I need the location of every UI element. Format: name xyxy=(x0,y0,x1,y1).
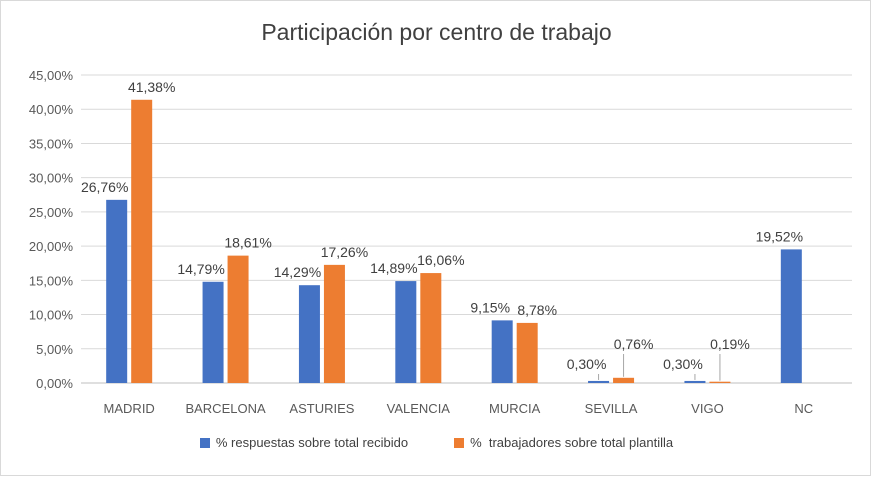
data-label: 18,61% xyxy=(224,235,271,251)
x-tick-label: NC xyxy=(794,401,813,416)
chart-title: Participación por centro de trabajo xyxy=(261,19,612,45)
bar-respuestas xyxy=(395,281,417,383)
x-tick-label: BARCELONA xyxy=(185,401,266,416)
x-tick-label: VALENCIA xyxy=(387,401,451,416)
bar-trabajadores xyxy=(709,381,731,383)
bar-respuestas xyxy=(202,281,224,383)
legend-label-trabajadores: % trabajadores sobre total plantilla xyxy=(470,435,674,450)
data-label: 17,26% xyxy=(321,244,368,260)
y-tick-label: 5,00% xyxy=(36,342,73,357)
data-label: 26,76% xyxy=(81,179,128,195)
y-tick-label: 10,00% xyxy=(29,308,74,323)
data-label: 14,89% xyxy=(370,260,417,276)
legend-swatch-respuestas xyxy=(199,437,210,448)
legend-label-respuestas: % respuestas sobre total recibido xyxy=(215,435,409,450)
bar-trabajadores xyxy=(131,99,153,383)
bar-trabajadores xyxy=(323,264,345,383)
x-tick-label: ASTURIES xyxy=(289,401,354,416)
data-label: 0,76% xyxy=(614,336,654,352)
legend-item-trabajadores: % trabajadores sobre total plantilla xyxy=(454,435,673,450)
x-tick-label: MADRID xyxy=(104,401,155,416)
y-tick-label: 15,00% xyxy=(29,273,74,288)
data-label: 41,38% xyxy=(128,79,175,95)
bar-trabajadores xyxy=(613,377,635,383)
data-label: 0,30% xyxy=(567,356,607,372)
y-tick-label: 0,00% xyxy=(36,376,73,391)
chart-legend: % respuestas sobre total recibido % trab… xyxy=(1,435,871,450)
bar-respuestas xyxy=(780,249,802,383)
x-tick-label: MURCIA xyxy=(489,401,541,416)
bar-respuestas xyxy=(491,320,513,383)
bar-respuestas xyxy=(106,199,128,383)
y-tick-label: 45,00% xyxy=(29,68,74,83)
bar-trabajadores xyxy=(516,322,538,383)
x-tick-label: VIGO xyxy=(691,401,724,416)
data-label: 19,52% xyxy=(756,228,803,244)
bar-trabajadores xyxy=(227,255,249,383)
legend-item-respuestas: % respuestas sobre total recibido xyxy=(199,435,409,450)
bar-respuestas xyxy=(588,380,610,383)
y-tick-label: 40,00% xyxy=(29,102,74,117)
data-label: 14,29% xyxy=(274,264,321,280)
y-tick-label: 20,00% xyxy=(29,239,74,254)
y-tick-label: 25,00% xyxy=(29,205,74,220)
data-label: 9,15% xyxy=(470,299,510,315)
y-tick-label: 35,00% xyxy=(29,136,74,151)
bar-respuestas xyxy=(684,380,706,383)
data-label: 0,19% xyxy=(710,336,750,352)
data-label: 14,79% xyxy=(177,261,224,277)
data-label: 16,06% xyxy=(417,252,464,268)
x-tick-label: SEVILLA xyxy=(585,401,638,416)
legend-swatch-trabajadores xyxy=(454,437,465,448)
bar-respuestas xyxy=(298,285,320,383)
y-tick-label: 30,00% xyxy=(29,171,74,186)
data-label: 0,30% xyxy=(663,356,703,372)
data-label: 8,78% xyxy=(517,302,557,318)
bar-trabajadores xyxy=(420,273,442,383)
